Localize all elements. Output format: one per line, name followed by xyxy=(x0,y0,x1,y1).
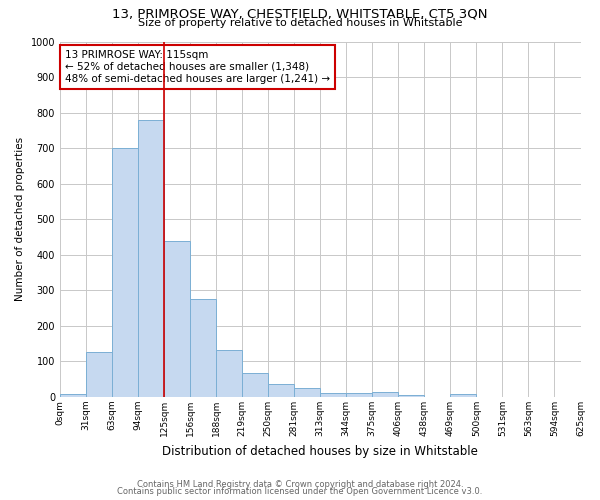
Text: Contains HM Land Registry data © Crown copyright and database right 2024.: Contains HM Land Registry data © Crown c… xyxy=(137,480,463,489)
Bar xyxy=(138,120,164,397)
Bar xyxy=(451,394,476,397)
Bar xyxy=(372,392,398,397)
Bar xyxy=(86,352,112,397)
X-axis label: Distribution of detached houses by size in Whitstable: Distribution of detached houses by size … xyxy=(162,444,478,458)
Bar xyxy=(60,394,86,397)
Bar xyxy=(112,148,138,397)
Bar xyxy=(346,392,372,397)
Bar xyxy=(164,240,190,397)
Text: 13 PRIMROSE WAY: 115sqm
← 52% of detached houses are smaller (1,348)
48% of semi: 13 PRIMROSE WAY: 115sqm ← 52% of detache… xyxy=(65,50,330,84)
Text: Contains public sector information licensed under the Open Government Licence v3: Contains public sector information licen… xyxy=(118,487,482,496)
Text: Size of property relative to detached houses in Whitstable: Size of property relative to detached ho… xyxy=(138,18,462,28)
Bar xyxy=(320,392,346,397)
Bar xyxy=(268,384,294,397)
Text: 13, PRIMROSE WAY, CHESTFIELD, WHITSTABLE, CT5 3QN: 13, PRIMROSE WAY, CHESTFIELD, WHITSTABLE… xyxy=(112,8,488,20)
Y-axis label: Number of detached properties: Number of detached properties xyxy=(15,137,25,302)
Bar xyxy=(216,350,242,397)
Bar xyxy=(294,388,320,397)
Bar xyxy=(398,394,424,397)
Bar xyxy=(190,299,216,397)
Bar xyxy=(242,373,268,397)
